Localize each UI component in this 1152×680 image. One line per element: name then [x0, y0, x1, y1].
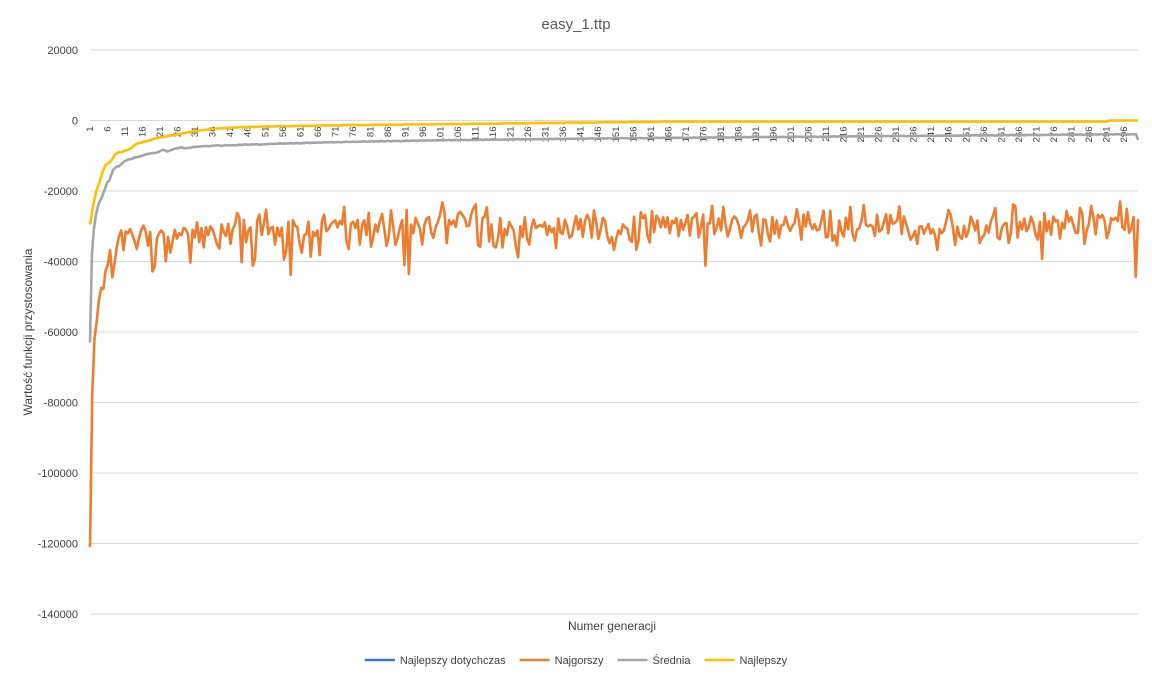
x-tick-label: 96	[418, 127, 429, 138]
x-tick-label: 226	[874, 127, 885, 143]
gridlines	[90, 49, 1138, 615]
x-tick-label: 71	[330, 127, 341, 138]
x-tick-label: 136	[558, 127, 569, 143]
x-tick-label: 171	[681, 127, 692, 143]
legend: Najlepszy dotychczas Najgorszy Średnia Najl…	[364, 654, 788, 667]
y-tick-label: 0	[72, 116, 78, 128]
x-tick-label: 151	[611, 127, 622, 143]
x-tick-label: 6	[103, 127, 114, 132]
series-line-2	[88, 132, 1140, 343]
x-tick-label: 101	[436, 127, 447, 143]
x-tick-label: 81	[365, 127, 376, 138]
x-tick-label: 121	[506, 127, 517, 143]
x-tick-label: 221	[856, 127, 867, 143]
y-axis-label: Wartość funkcji przystosowania	[21, 248, 35, 415]
y-tick-label: -60000	[44, 327, 78, 339]
x-tick-label: 141	[576, 127, 587, 143]
x-tick-label: 161	[646, 127, 657, 143]
legend-label: Średnia	[653, 654, 692, 667]
x-tick-label: 56	[278, 127, 289, 138]
x-tick-label: 191	[751, 127, 762, 143]
series-line-1	[88, 200, 1140, 548]
x-tick-label: 41	[225, 127, 236, 138]
x-tick-label: 26	[173, 127, 184, 138]
x-tick-label: 106	[453, 127, 464, 143]
x-tick-label: 206	[804, 127, 815, 143]
x-tick-label: 196	[769, 127, 780, 143]
y-tick-label: -120000	[38, 539, 78, 551]
legend-label: Najlepszy	[739, 655, 787, 667]
x-tick-label: 16	[138, 127, 149, 138]
x-tick-label: 236	[909, 127, 920, 143]
x-tick-label: 131	[541, 127, 552, 143]
y-tick-label: 20000	[47, 45, 78, 57]
legend-label: Najlepszy dotychczas	[400, 655, 506, 667]
x-tick-label: 156	[628, 127, 639, 143]
x-tick-label: 186	[733, 127, 744, 143]
x-tick-label: 11	[120, 127, 131, 137]
chart-title: easy_1.ttp	[541, 16, 610, 33]
y-tick-label: -40000	[44, 257, 78, 269]
x-tick-label: 216	[839, 127, 850, 143]
x-tick-label: 36	[208, 127, 219, 138]
x-tick-label: 201	[786, 127, 797, 143]
y-tick-label: -140000	[38, 609, 78, 621]
y-tick-label: -80000	[44, 398, 78, 410]
x-tick-label: 46	[243, 127, 254, 138]
x-tick-label: 111	[471, 127, 482, 141]
x-tick-label: 66	[313, 127, 324, 138]
series-lines	[88, 119, 1140, 548]
y-axis-ticks: 20000 0 -20000 -40000 -60000 -80000 -100000 -12…	[38, 45, 78, 621]
x-tick-label: 91	[401, 127, 412, 138]
x-tick-label: 76	[348, 127, 359, 138]
x-tick-label: 176	[698, 127, 709, 143]
x-tick-label: 61	[295, 127, 306, 138]
y-tick-label: -20000	[44, 186, 78, 198]
x-tick-label: 21	[155, 127, 166, 138]
series-line-3	[88, 119, 1138, 225]
x-tick-label: 146	[593, 127, 604, 143]
x-tick-label: 1	[85, 127, 96, 132]
x-axis-label: Numer generacji	[568, 619, 656, 633]
x-tick-label: 181	[716, 127, 727, 143]
x-tick-label: 86	[383, 127, 394, 138]
x-tick-label: 231	[891, 127, 902, 143]
x-tick-label: 51	[260, 127, 271, 138]
x-tick-label: 126	[523, 127, 534, 143]
y-tick-label: -100000	[38, 468, 78, 480]
x-tick-label: 116	[488, 127, 499, 142]
x-tick-label: 211	[821, 127, 832, 142]
x-tick-label: 166	[663, 127, 674, 143]
legend-label: Najgorszy	[555, 655, 604, 667]
